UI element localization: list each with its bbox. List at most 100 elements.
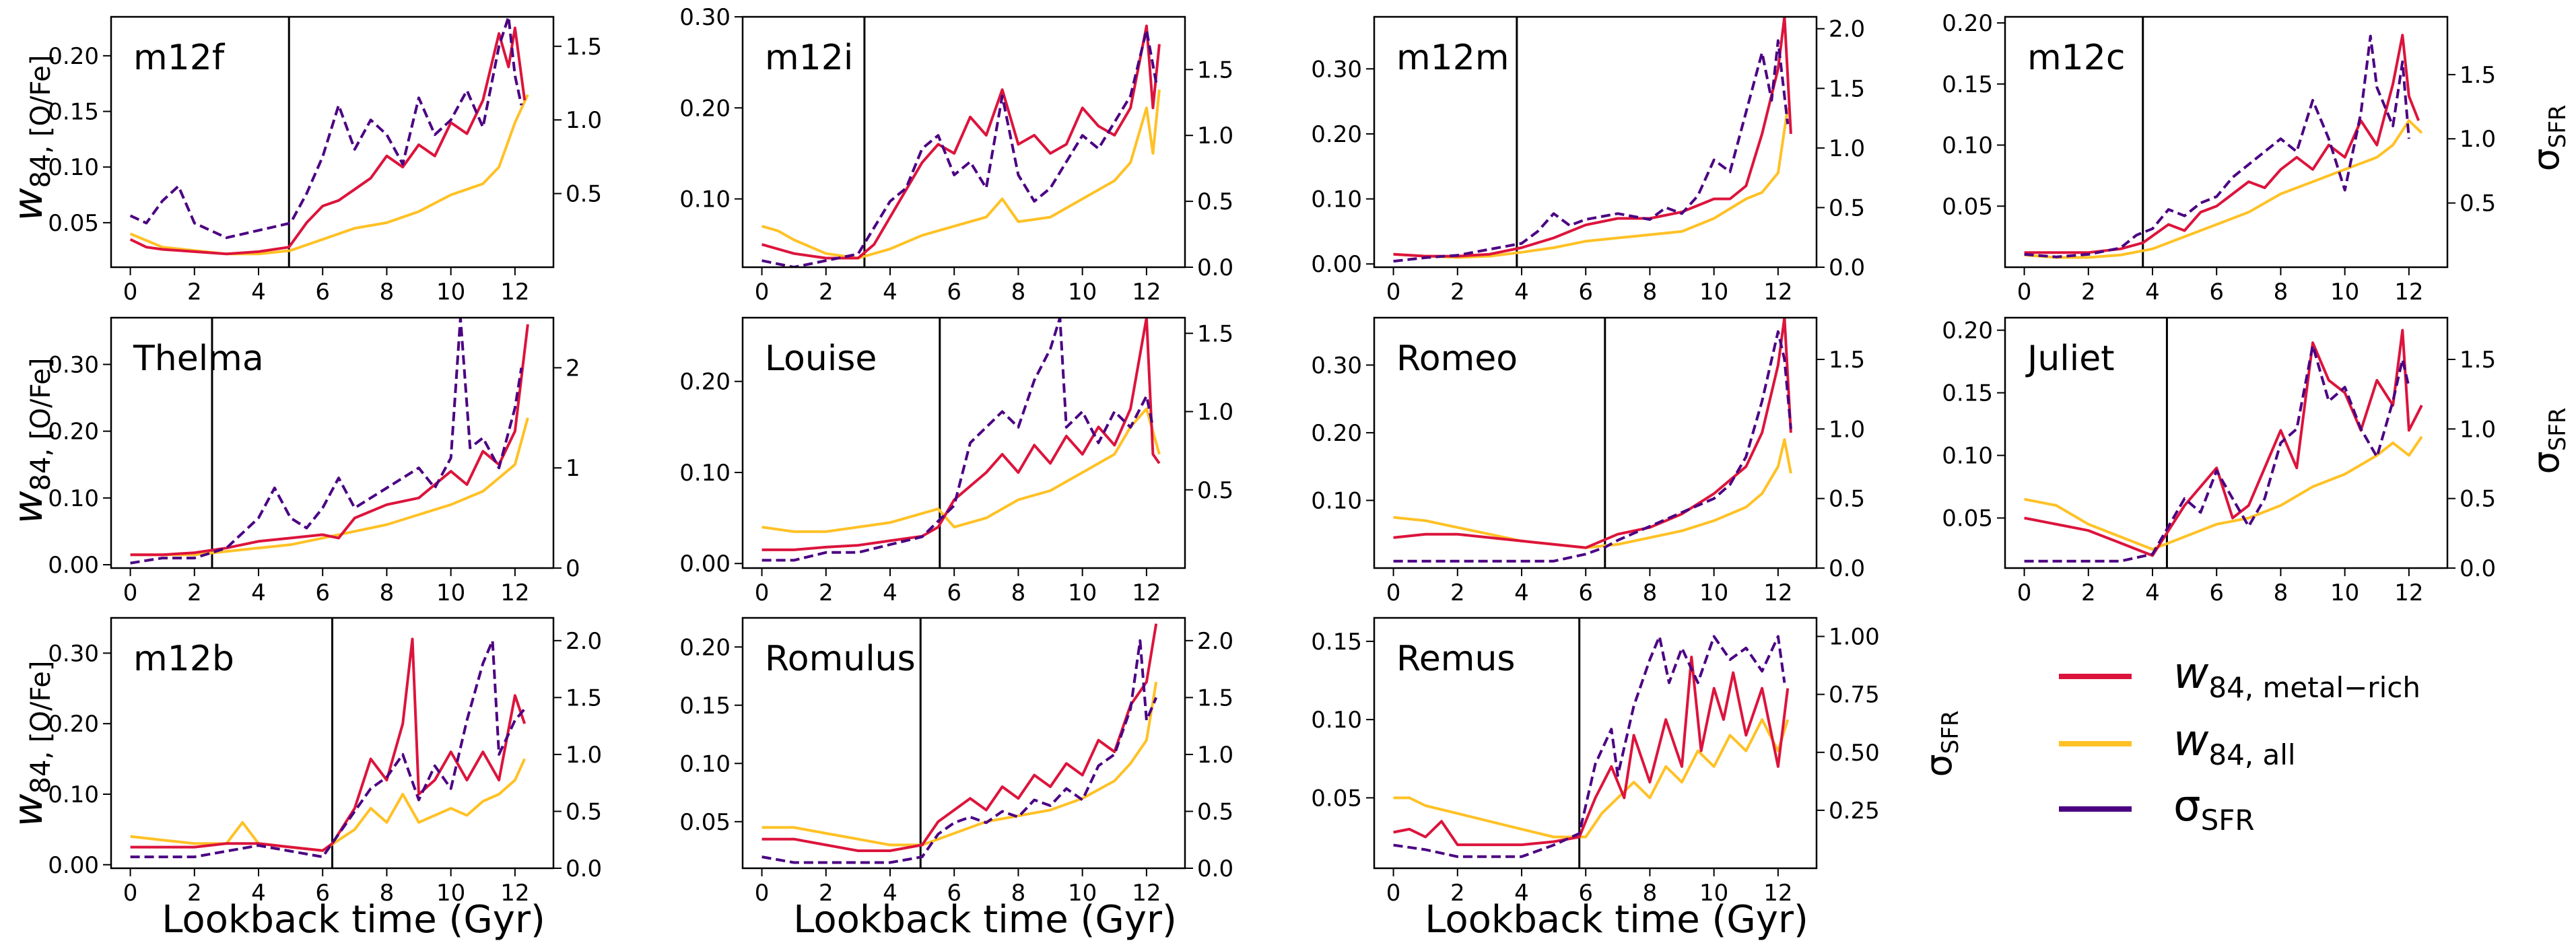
x-tick-label: 2 [187, 880, 202, 907]
x-tick-label: 8 [2274, 279, 2289, 306]
y2-tick-label: 0.0 [2460, 555, 2496, 582]
y-tick-label: 0.05 [48, 210, 99, 237]
series-metal-rich [129, 26, 527, 256]
x-tick-label: 6 [2209, 580, 2224, 606]
x-tick-label: 2 [187, 279, 202, 306]
y-tick-label: 0.00 [48, 552, 99, 579]
x-tick-label: 0 [755, 580, 770, 606]
x-tick-label: 6 [2209, 279, 2224, 306]
panel-title: Remus [1396, 639, 1516, 679]
series-all [130, 417, 529, 557]
y2-tick-label: 1.5 [2460, 347, 2496, 374]
y2-tick-label: 1.00 [1829, 624, 1880, 651]
legend: w84, metal−rich w84, all σSFR [2059, 649, 2420, 837]
x-tick-label: 8 [380, 580, 395, 606]
x-tick-label: 12 [1132, 580, 1161, 606]
x-tick-label: 8 [380, 880, 395, 907]
y-tick-label: 0.15 [48, 99, 99, 126]
series-sigma-sfr [1393, 330, 1792, 563]
y2-tick-label: 0.75 [1829, 682, 1880, 709]
x-tick-label: 4 [251, 580, 266, 606]
y2-tick-label: 1.5 [1829, 347, 1865, 374]
plot-frame [1373, 617, 1818, 870]
y-tick-label: 0.10 [679, 460, 731, 487]
x-tick-label: 10 [436, 279, 465, 306]
x-tick-label: 6 [947, 279, 961, 306]
y2-tick-label: 0.0 [1829, 254, 1865, 281]
series-all [1393, 718, 1790, 839]
y-tick-label: 0.15 [1942, 71, 1993, 98]
x-tick-label: 10 [1699, 580, 1728, 606]
x-tick-label: 10 [1068, 580, 1097, 606]
plot-frame [1373, 316, 1818, 569]
x-tick-label: 8 [1643, 279, 1658, 306]
x-tick-label: 2 [2081, 279, 2096, 306]
y2-tick-label: 0.5 [1829, 195, 1865, 221]
x-tick-label: 12 [2394, 279, 2423, 306]
x-tick-label: 6 [947, 580, 961, 606]
y2-tick-label: 1 [566, 455, 580, 482]
xlabel-col1: Lookback time (Gyr) [162, 898, 545, 942]
svg-text:σSFR: σSFR [1918, 711, 1964, 777]
plot-frame [741, 617, 1186, 870]
y2-tick-label: 1.0 [1197, 122, 1233, 149]
series-sigma-sfr [2024, 344, 2410, 563]
x-tick-label: 10 [1699, 880, 1728, 907]
x-tick-label: 8 [380, 279, 395, 306]
y-tick-label: 0.00 [48, 852, 99, 879]
x-tick-label: 12 [1132, 880, 1161, 907]
panel-romeo: 0 2 4 6 8 10 12 0.10 0.20 0.30 0.0 0.5 1.0 1.5 Romeo [1311, 316, 1865, 606]
x-tick-label: 4 [251, 880, 266, 907]
x-tick-label: 8 [1011, 580, 1026, 606]
xlabel-col3: Lookback time (Gyr) [1425, 898, 1808, 942]
x-tick-label: 4 [1514, 880, 1529, 907]
x-tick-label: 2 [819, 880, 834, 907]
plot-frame [110, 15, 555, 269]
x-tick-label: 10 [1068, 279, 1097, 306]
y-tick-label: 0.10 [679, 750, 731, 777]
y-tick-label: 0.10 [1311, 487, 1362, 514]
y2-tick-label: 0.0 [566, 855, 602, 882]
x-tick-label: 12 [1763, 880, 1792, 907]
y-tick-label: 0.20 [679, 634, 731, 661]
x-tick-label: 0 [1386, 279, 1401, 306]
series-all [2024, 435, 2423, 551]
x-tick-label: 2 [187, 580, 202, 606]
ylabel-right-row3: σSFR [1918, 711, 1964, 777]
x-tick-label: 12 [2394, 580, 2423, 606]
y2-tick-label: 1.0 [1829, 135, 1865, 162]
panel-title: Juliet [2025, 339, 2115, 379]
series-all [1393, 438, 1792, 549]
svg-text:w84, [O/Fe]: w84, [O/Fe] [5, 55, 57, 221]
y-tick-label: 0.20 [48, 43, 99, 70]
x-tick-label: 4 [883, 880, 897, 907]
y-tick-label: 0.20 [679, 369, 731, 396]
x-tick-label: 6 [1578, 580, 1593, 606]
x-tick-label: 4 [2145, 279, 2160, 306]
svg-text:w84, [O/Fe]: w84, [O/Fe] [5, 357, 57, 524]
x-tick-label: 0 [2017, 279, 2032, 306]
y2-tick-label: 2.0 [1197, 628, 1233, 655]
y-tick-label: 0.10 [1311, 186, 1362, 213]
series-all [130, 758, 527, 852]
svg-text:w84, [O/Fe]: w84, [O/Fe] [5, 660, 57, 827]
x-tick-label: 12 [500, 880, 529, 907]
y-tick-label: 0.20 [679, 95, 731, 122]
x-tick-label: 10 [2330, 279, 2359, 306]
y-tick-label: 0.05 [679, 809, 731, 836]
x-tick-label: 0 [1386, 880, 1401, 907]
x-tick-label: 6 [315, 279, 330, 306]
series-sigma-sfr [130, 639, 526, 859]
x-tick-label: 10 [436, 880, 465, 907]
panel-title: Louise [765, 339, 877, 379]
y-tick-label: 0.10 [48, 781, 99, 808]
y2-tick-label: 0.25 [1829, 798, 1880, 825]
series-metal-rich [761, 623, 1158, 852]
y-tick-label: 0.05 [1942, 193, 1993, 220]
x-tick-label: 4 [1514, 279, 1529, 306]
y-tick-label: 0.20 [1311, 121, 1362, 148]
y2-tick-label: 1.5 [566, 685, 602, 711]
y-tick-label: 0.15 [1311, 629, 1362, 656]
